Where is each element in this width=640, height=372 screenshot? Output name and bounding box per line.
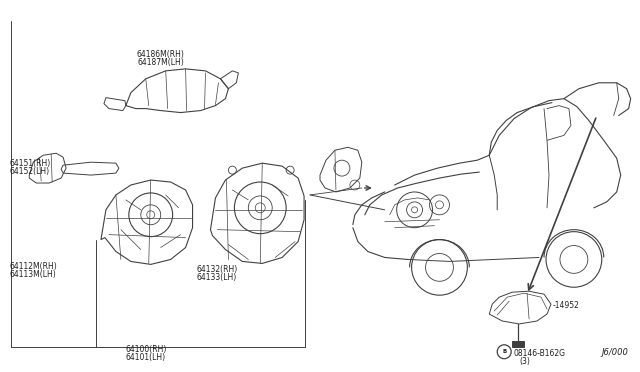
- Text: 64132(RH): 64132(RH): [196, 265, 238, 274]
- Text: 64186M(RH): 64186M(RH): [137, 50, 184, 59]
- Text: 64133(LH): 64133(LH): [196, 273, 237, 282]
- Text: -14952: -14952: [553, 301, 580, 310]
- Text: 64100(RH): 64100(RH): [125, 345, 166, 354]
- Text: 64151(RH): 64151(RH): [10, 159, 51, 168]
- Text: 64113M(LH): 64113M(LH): [10, 270, 56, 279]
- Text: J6/000: J6/000: [602, 348, 628, 357]
- Text: 64101(LH): 64101(LH): [125, 353, 166, 362]
- Polygon shape: [512, 341, 524, 347]
- Text: 08146-B162G: 08146-B162G: [513, 349, 565, 358]
- Text: 64152(LH): 64152(LH): [10, 167, 49, 176]
- Text: (3): (3): [519, 357, 530, 366]
- Text: 64112M(RH): 64112M(RH): [10, 262, 57, 271]
- Text: 64187M(LH): 64187M(LH): [138, 58, 184, 67]
- Text: B: B: [502, 349, 506, 354]
